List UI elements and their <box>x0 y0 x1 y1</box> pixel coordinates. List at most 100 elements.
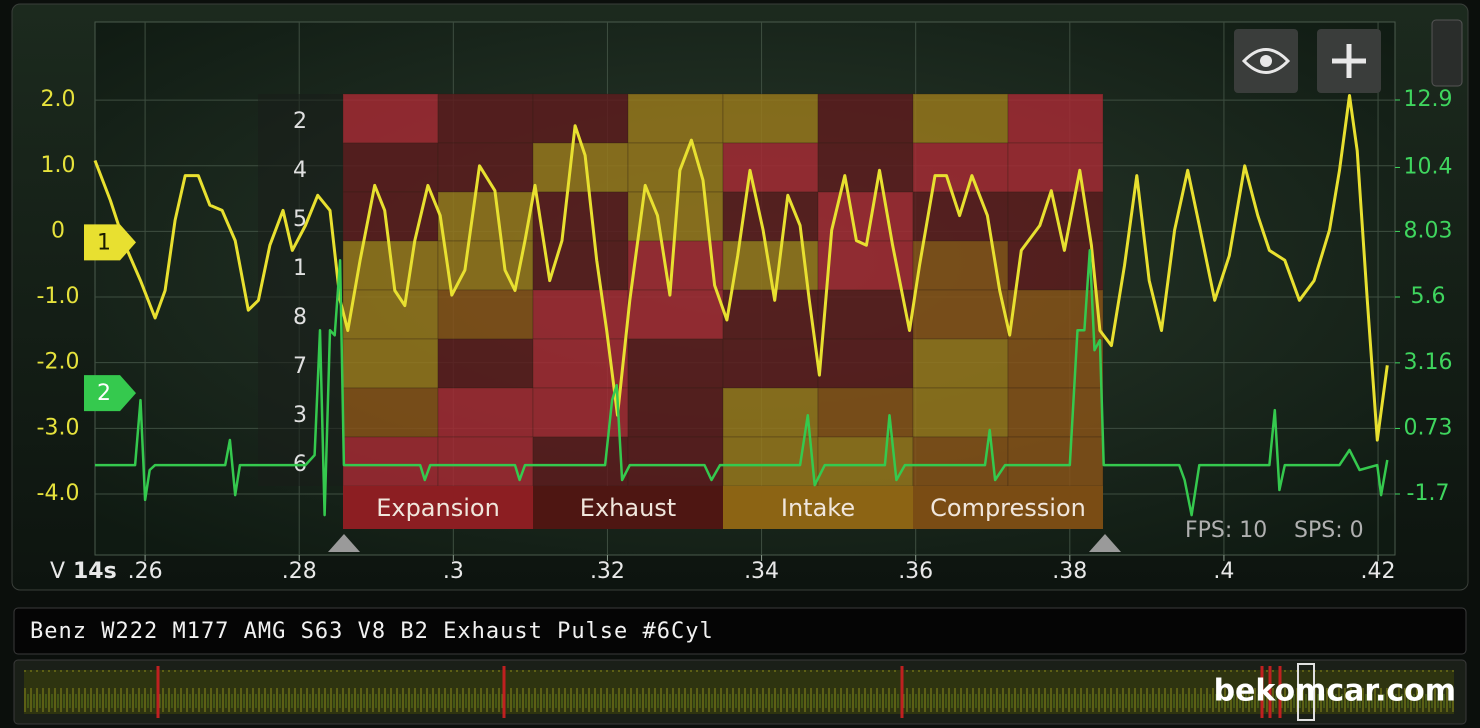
axes: .26 .28 .3 .32 .34 .36 .38 .4 .42 V 14s 2.0 1.0 0 -1.0… <box>37 87 1453 584</box>
overlay-cell <box>722 387 819 438</box>
side-handle[interactable] <box>1431 19 1463 87</box>
overlay-cell <box>437 387 534 438</box>
y2-tick-label: 12.9 <box>1404 87 1453 112</box>
x-tick-label: .3 <box>443 559 464 584</box>
x-tick-label: .42 <box>1361 559 1396 584</box>
navigator-waveform <box>24 670 1454 714</box>
overlay-cell <box>722 289 819 340</box>
y-tick-label: 1.0 <box>41 153 76 178</box>
caption-bar <box>13 607 1467 655</box>
x-tick-label: .38 <box>1052 559 1087 584</box>
y-tick-label: 2.0 <box>41 87 76 112</box>
overlay-cell <box>342 93 439 144</box>
cylinder-label: 4 <box>293 158 307 183</box>
trace-2 <box>95 249 1389 517</box>
overlay-cell <box>437 191 534 242</box>
y2-tick-label: 5.6 <box>1411 284 1446 309</box>
overlay-cell <box>817 387 914 438</box>
overlay-cell <box>437 338 534 389</box>
overlay-cell <box>342 338 439 389</box>
overlay-cell <box>437 93 534 144</box>
x-time: 14s <box>73 559 117 584</box>
x-tick-label: .32 <box>590 559 625 584</box>
phase-band <box>343 486 533 529</box>
overlay-cell <box>912 387 1009 438</box>
add-button[interactable] <box>1317 29 1381 93</box>
overlay-cell <box>627 142 724 193</box>
overlay-cell <box>342 387 439 438</box>
phase-band <box>533 486 723 529</box>
overlay-cell <box>627 387 724 438</box>
overlay-cell <box>817 93 914 144</box>
x-prefix: V <box>50 559 65 584</box>
channel-marker[interactable]: 1 <box>84 224 136 261</box>
overlay-cell <box>912 338 1009 389</box>
overlay-cell <box>1007 142 1104 193</box>
traces <box>93 94 1389 517</box>
overlay-cell <box>722 93 819 144</box>
overlay-cell <box>532 289 629 340</box>
overlay-cell <box>342 289 439 340</box>
navigator-markers <box>156 666 1282 718</box>
overlay-cell <box>912 142 1009 193</box>
cylinder-label: 5 <box>293 207 307 232</box>
x-tick-label: .36 <box>898 559 933 584</box>
phase-label: Intake <box>781 494 855 522</box>
overlay-cell <box>532 93 629 144</box>
overlay-cell <box>342 142 439 193</box>
cylinder-label: 8 <box>293 305 307 330</box>
overlay-cell <box>722 338 819 389</box>
overlay-cell <box>627 436 724 487</box>
eye-pupil <box>1260 55 1272 67</box>
channel-marker[interactable]: 2 <box>84 375 136 412</box>
y-tick-label: -3.0 <box>37 415 80 440</box>
x-tick-label: .28 <box>282 559 317 584</box>
overlay-cell <box>532 191 629 242</box>
x-tick-label: .34 <box>744 559 779 584</box>
cylinder-label: 3 <box>293 403 307 428</box>
left-ruler-handle[interactable] <box>328 534 360 552</box>
overlay-cell <box>437 142 534 193</box>
overlay-cell <box>532 142 629 193</box>
phase-label: Exhaust <box>580 494 676 522</box>
channel-marker-shape <box>84 224 136 261</box>
watermark: bekomcar.com <box>1214 674 1456 709</box>
overlay-cell <box>627 338 724 389</box>
overlay-cell <box>1007 93 1104 144</box>
capture-title: Benz W222 M177 AMG S63 V8 B2 Exhaust Pul… <box>30 619 714 644</box>
eye-icon <box>1241 48 1291 74</box>
cylinder-label: 1 <box>293 256 307 281</box>
phase-band <box>913 486 1103 529</box>
right-ruler-handle[interactable] <box>1089 534 1121 552</box>
view-button[interactable] <box>1234 29 1298 93</box>
overlay-cell <box>1007 387 1104 438</box>
y2-tick-label: 3.16 <box>1404 350 1453 375</box>
plus-icon <box>1332 44 1366 78</box>
y-tick-label: 0 <box>51 218 65 243</box>
phase-label: Compression <box>930 494 1086 522</box>
phase-label: Expansion <box>376 494 500 522</box>
y2-tick-label: 8.03 <box>1404 218 1453 243</box>
y2-tick-label: -1.7 <box>1407 481 1450 506</box>
overlay-cell <box>1007 436 1104 487</box>
overlay-cell <box>912 289 1009 340</box>
overlay-cell <box>342 191 439 242</box>
overlay-cell <box>627 240 724 291</box>
channel-marker-label: 2 <box>97 381 111 406</box>
x-tick-label: .26 <box>128 559 163 584</box>
overlay-cell <box>1007 338 1104 389</box>
cylinder-label: 7 <box>293 354 307 379</box>
overlay-cell <box>437 436 534 487</box>
overlay-cell <box>627 289 724 340</box>
overlay-cell <box>817 338 914 389</box>
overlay-cell <box>817 289 914 340</box>
overlay-label-column <box>258 94 343 486</box>
overlay-cell <box>627 93 724 144</box>
trace-1 <box>93 94 1389 442</box>
navigator-window[interactable] <box>1297 663 1315 721</box>
sps-readout: SPS: 0 <box>1294 518 1364 543</box>
overlay-cell <box>722 191 819 242</box>
